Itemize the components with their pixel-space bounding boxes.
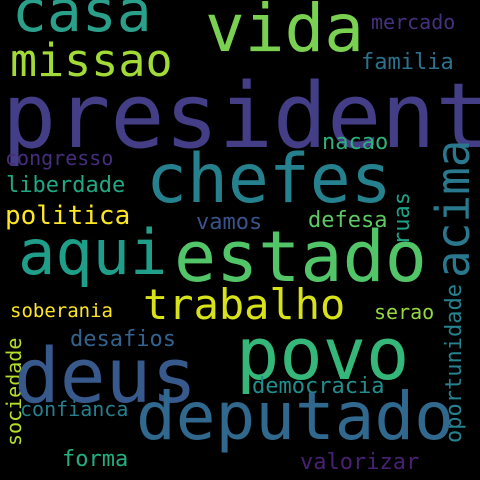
word-mercado: mercado (371, 10, 456, 34)
word-estado: estado (174, 216, 427, 298)
word-familia: familia (361, 50, 454, 75)
word-defesa: defesa (308, 208, 388, 233)
word-casa: casa (12, 0, 152, 45)
word-forma: forma (62, 447, 129, 472)
word-nacao: nacao (322, 130, 389, 155)
word-aqui: aqui (18, 216, 168, 289)
word-povo: povo (236, 312, 410, 396)
word-desafios: desafios (70, 327, 176, 352)
word-deus: deus (14, 331, 198, 420)
word-deputado: deputado (136, 378, 454, 455)
word-soberania: soberania (10, 300, 113, 322)
word-politica: politica (5, 201, 131, 231)
word-presidente: presidente (2, 64, 480, 169)
word-liberdade: liberdade (6, 173, 126, 198)
word-acima: acima (426, 139, 480, 278)
word-missao: missao (10, 34, 173, 87)
word-confianca: confianca (20, 397, 129, 421)
word-serao: serao (374, 300, 435, 324)
word-democracia: democracia (252, 374, 385, 399)
word-vamos: vamos (196, 210, 263, 235)
word-trabalho: trabalho (143, 280, 346, 329)
word-chefes: chefes (146, 140, 392, 219)
word-vida: vida (205, 0, 364, 67)
word-valorizar: valorizar (300, 450, 420, 475)
word-congresso: congresso (5, 146, 114, 170)
